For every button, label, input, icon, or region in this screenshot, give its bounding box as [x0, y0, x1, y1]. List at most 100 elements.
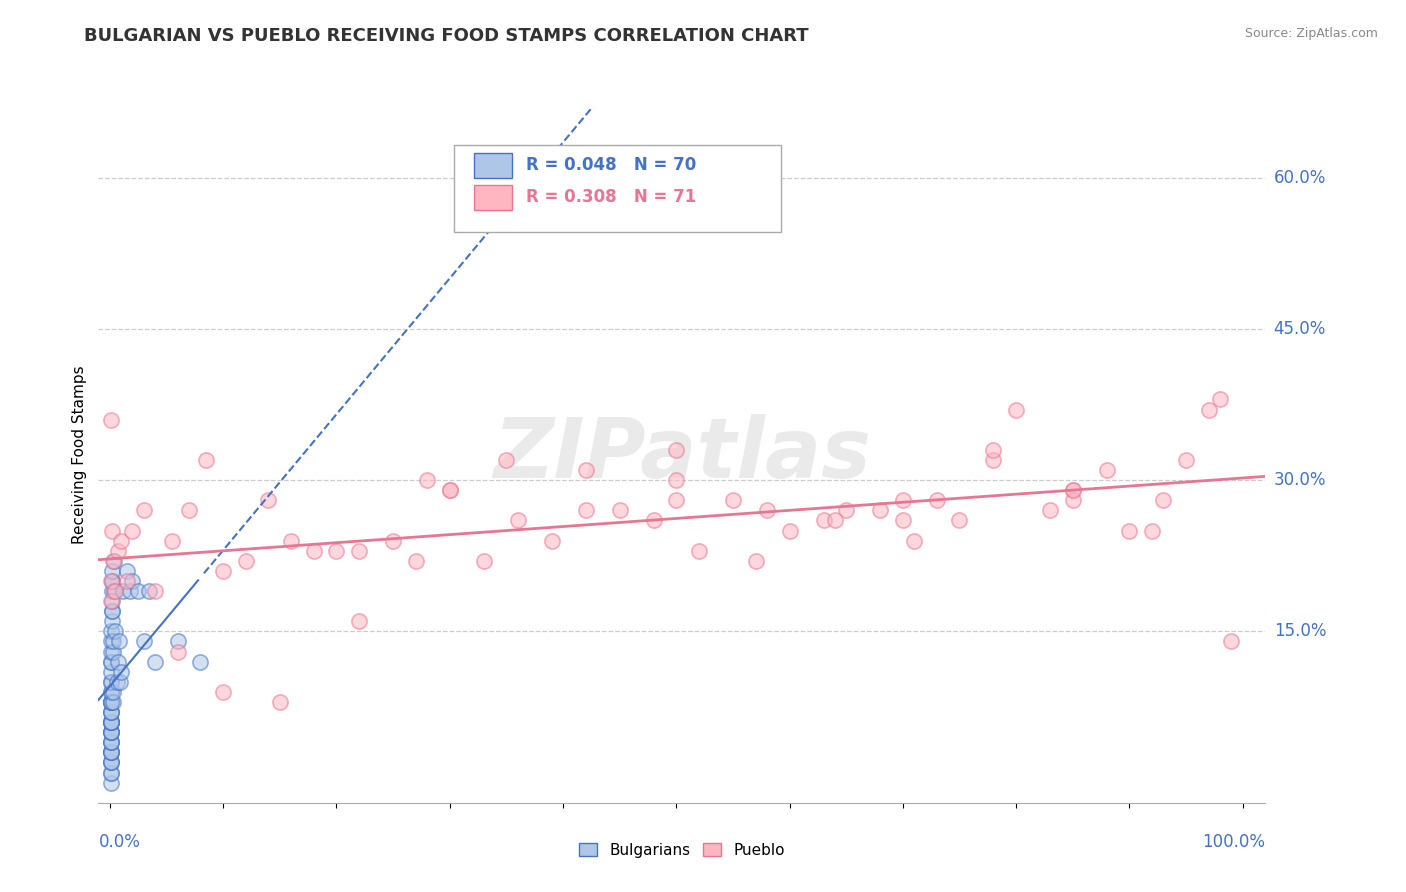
Point	[100, 715, 122, 730]
Point	[665, 493, 688, 508]
Point	[143, 655, 166, 669]
Legend: Bulgarians, Pueblo: Bulgarians, Pueblo	[579, 843, 785, 858]
Point	[166, 644, 188, 658]
Point	[100, 725, 122, 739]
Point	[721, 493, 744, 508]
Point	[100, 574, 122, 588]
Point	[643, 513, 665, 527]
Point	[127, 584, 149, 599]
Point	[575, 463, 598, 477]
Text: BULGARIAN VS PUEBLO RECEIVING FOOD STAMPS CORRELATION CHART: BULGARIAN VS PUEBLO RECEIVING FOOD STAMP…	[84, 27, 808, 45]
Point	[101, 604, 124, 618]
Point	[177, 503, 200, 517]
Point	[925, 493, 948, 508]
Point	[103, 554, 125, 568]
Point	[280, 533, 302, 548]
Point	[112, 584, 135, 599]
Point	[100, 634, 122, 648]
Text: Source: ZipAtlas.com: Source: ZipAtlas.com	[1244, 27, 1378, 40]
Text: 0.0%: 0.0%	[98, 833, 141, 851]
Point	[948, 513, 970, 527]
Point	[143, 584, 166, 599]
Point	[100, 594, 122, 608]
Point	[101, 685, 124, 699]
Point	[779, 524, 801, 538]
Point	[891, 493, 914, 508]
Text: 60.0%: 60.0%	[1274, 169, 1326, 186]
Point	[665, 442, 688, 457]
Point	[100, 725, 122, 739]
Point	[105, 674, 128, 689]
Point	[101, 695, 124, 709]
Point	[1039, 503, 1062, 517]
Point	[495, 453, 517, 467]
Bar	[474, 185, 512, 210]
Point	[101, 574, 124, 588]
Point	[575, 503, 598, 517]
Point	[121, 574, 143, 588]
Point	[110, 533, 132, 548]
Point	[100, 695, 122, 709]
Point	[100, 674, 122, 689]
Point	[212, 564, 235, 578]
Point	[121, 524, 143, 538]
Point	[347, 615, 370, 629]
Point	[101, 644, 124, 658]
Point	[100, 412, 122, 426]
Point	[983, 453, 1005, 467]
Point	[100, 735, 122, 749]
Point	[609, 503, 631, 517]
Y-axis label: Receiving Food Stamps: Receiving Food Stamps	[72, 366, 87, 544]
Point	[1140, 524, 1163, 538]
Point	[439, 483, 461, 498]
Point	[257, 493, 280, 508]
Point	[405, 554, 427, 568]
Bar	[474, 153, 512, 178]
Point	[1062, 483, 1084, 498]
Point	[104, 584, 127, 599]
Point	[100, 695, 122, 709]
Point	[100, 705, 122, 719]
Point	[100, 695, 122, 709]
Point	[903, 533, 925, 548]
Point	[983, 442, 1005, 457]
Point	[101, 634, 124, 648]
Text: 100.0%: 100.0%	[1202, 833, 1265, 851]
Point	[100, 685, 122, 699]
Point	[100, 745, 122, 759]
Point	[869, 503, 891, 517]
FancyBboxPatch shape	[454, 145, 782, 232]
Point	[100, 644, 122, 658]
Point	[101, 524, 124, 538]
Text: 30.0%: 30.0%	[1274, 471, 1326, 489]
Point	[325, 543, 347, 558]
Point	[1095, 463, 1118, 477]
Point	[665, 473, 688, 487]
Point	[101, 604, 124, 618]
Point	[101, 564, 124, 578]
Point	[100, 715, 122, 730]
Text: 15.0%: 15.0%	[1274, 623, 1326, 640]
Point	[100, 756, 122, 770]
Point	[744, 554, 766, 568]
Point	[235, 554, 257, 568]
Point	[132, 634, 155, 648]
Text: 45.0%: 45.0%	[1274, 320, 1326, 338]
Point	[302, 543, 325, 558]
Point	[100, 715, 122, 730]
Point	[100, 765, 122, 780]
Point	[132, 503, 155, 517]
Point	[101, 594, 124, 608]
Point	[110, 665, 132, 679]
Point	[108, 634, 131, 648]
Point	[100, 765, 122, 780]
Point	[1175, 453, 1198, 467]
Point	[100, 705, 122, 719]
Point	[100, 655, 122, 669]
Point	[100, 756, 122, 770]
Point	[100, 715, 122, 730]
Point	[100, 665, 122, 679]
Point	[107, 543, 129, 558]
Point	[100, 715, 122, 730]
Point	[120, 584, 142, 599]
